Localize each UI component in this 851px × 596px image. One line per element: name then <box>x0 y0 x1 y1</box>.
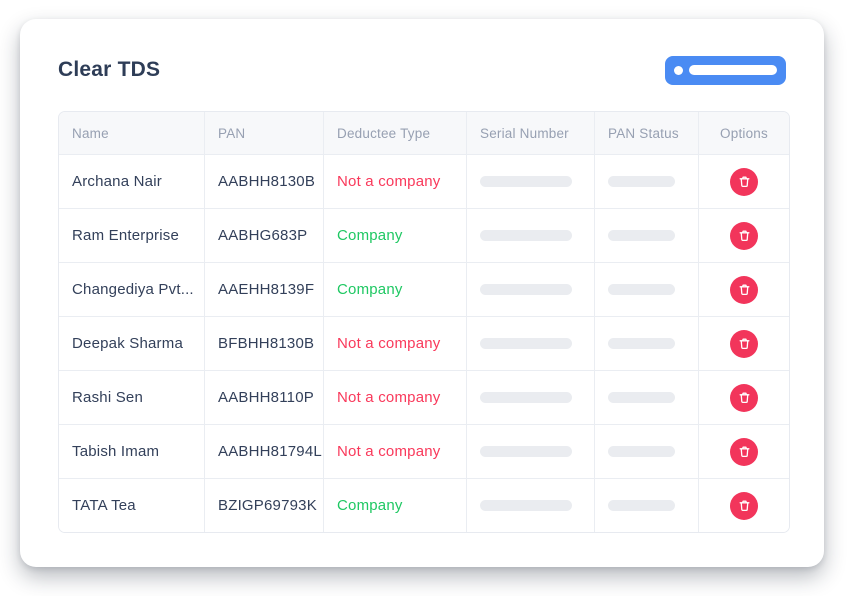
options-cell <box>699 263 789 316</box>
deductee-type-cell: Not a company <box>324 317 467 370</box>
serial-number-skeleton <box>480 230 572 241</box>
deductee-table: Name PAN Deductee Type Serial Number PAN… <box>58 111 790 533</box>
column-header-pan: PAN <box>205 112 324 154</box>
name-cell: Changediya Pvt... <box>59 263 205 316</box>
pan-cell: BFBHH8130B <box>205 317 324 370</box>
pan-cell: AABHG683P <box>205 209 324 262</box>
serial-number-skeleton <box>480 176 572 187</box>
pan-status-skeleton <box>608 500 675 511</box>
deductee-type-cell: Not a company <box>324 425 467 478</box>
options-cell <box>699 425 789 478</box>
serial-number-skeleton <box>480 338 572 349</box>
delete-button[interactable] <box>730 383 758 412</box>
options-cell <box>699 371 789 424</box>
column-header-serial-number: Serial Number <box>467 112 595 154</box>
trash-icon <box>739 176 749 188</box>
deductee-type-cell: Company <box>324 263 467 316</box>
pan-status-skeleton <box>608 176 675 187</box>
options-cell <box>699 209 789 262</box>
serial-number-cell <box>467 479 595 532</box>
serial-number-cell <box>467 317 595 370</box>
table-row: Archana Nair AABHH8130B Not a company <box>59 154 789 208</box>
serial-number-skeleton <box>480 284 572 295</box>
pan-status-cell <box>595 263 699 316</box>
table-row: Changediya Pvt... AAEHH8139F Company <box>59 262 789 316</box>
delete-button[interactable] <box>730 275 758 304</box>
table-header-row: Name PAN Deductee Type Serial Number PAN… <box>59 112 789 154</box>
trash-icon <box>739 392 749 404</box>
options-cell <box>699 155 789 208</box>
trash-icon <box>739 500 749 512</box>
serial-number-skeleton <box>480 500 572 511</box>
delete-button[interactable] <box>730 491 758 520</box>
serial-number-cell <box>467 425 595 478</box>
primary-action-button[interactable] <box>665 55 786 85</box>
serial-number-cell <box>467 263 595 316</box>
page-title: Clear TDS <box>58 58 161 81</box>
name-cell: TATA Tea <box>59 479 205 532</box>
button-redacted-label <box>689 65 777 75</box>
table-row: Deepak Sharma BFBHH8130B Not a company <box>59 316 789 370</box>
name-cell: Archana Nair <box>59 155 205 208</box>
pan-cell: AABHH8130B <box>205 155 324 208</box>
column-header-options: Options <box>720 125 768 141</box>
pan-status-cell <box>595 209 699 262</box>
pan-cell: AABHH81794L <box>205 425 324 478</box>
options-cell <box>699 317 789 370</box>
pan-status-cell <box>595 155 699 208</box>
serial-number-cell <box>467 209 595 262</box>
pan-cell: AAEHH8139F <box>205 263 324 316</box>
deductee-type-cell: Not a company <box>324 371 467 424</box>
trash-icon <box>739 338 749 350</box>
column-header-deductee-type: Deductee Type <box>324 112 467 154</box>
pan-status-cell <box>595 371 699 424</box>
clear-tds-card: Clear TDS Name PAN Deductee Type Serial … <box>20 19 824 567</box>
options-cell <box>699 479 789 532</box>
button-dot-icon <box>674 65 683 75</box>
table-row: Tabish Imam AABHH81794L Not a company <box>59 424 789 478</box>
delete-button[interactable] <box>730 329 758 358</box>
pan-status-cell <box>595 425 699 478</box>
deductee-type-cell: Company <box>324 209 467 262</box>
trash-icon <box>739 446 749 458</box>
serial-number-skeleton <box>480 446 572 457</box>
delete-button[interactable] <box>730 437 758 466</box>
delete-button[interactable] <box>730 221 758 250</box>
name-cell: Ram Enterprise <box>59 209 205 262</box>
pan-status-skeleton <box>608 230 675 241</box>
column-header-pan-status: PAN Status <box>595 112 699 154</box>
delete-button[interactable] <box>730 167 758 196</box>
table-row: Ram Enterprise AABHG683P Company <box>59 208 789 262</box>
card-header: Clear TDS <box>58 55 786 85</box>
pan-status-cell <box>595 479 699 532</box>
column-header-name: Name <box>59 112 205 154</box>
pan-status-skeleton <box>608 392 675 403</box>
pan-status-cell <box>595 317 699 370</box>
trash-icon <box>739 284 749 296</box>
pan-status-skeleton <box>608 284 675 295</box>
serial-number-cell <box>467 155 595 208</box>
serial-number-skeleton <box>480 392 572 403</box>
pan-status-skeleton <box>608 446 675 457</box>
serial-number-cell <box>467 371 595 424</box>
name-cell: Rashi Sen <box>59 371 205 424</box>
deductee-type-cell: Company <box>324 479 467 532</box>
trash-icon <box>739 230 749 242</box>
pan-status-skeleton <box>608 338 675 349</box>
deductee-type-cell: Not a company <box>324 155 467 208</box>
name-cell: Deepak Sharma <box>59 317 205 370</box>
name-cell: Tabish Imam <box>59 425 205 478</box>
pan-cell: AABHH8110P <box>205 371 324 424</box>
pan-cell: BZIGP69793K <box>205 479 324 532</box>
table-row: Rashi Sen AABHH8110P Not a company <box>59 370 789 424</box>
table-row: TATA Tea BZIGP69793K Company <box>59 478 789 532</box>
